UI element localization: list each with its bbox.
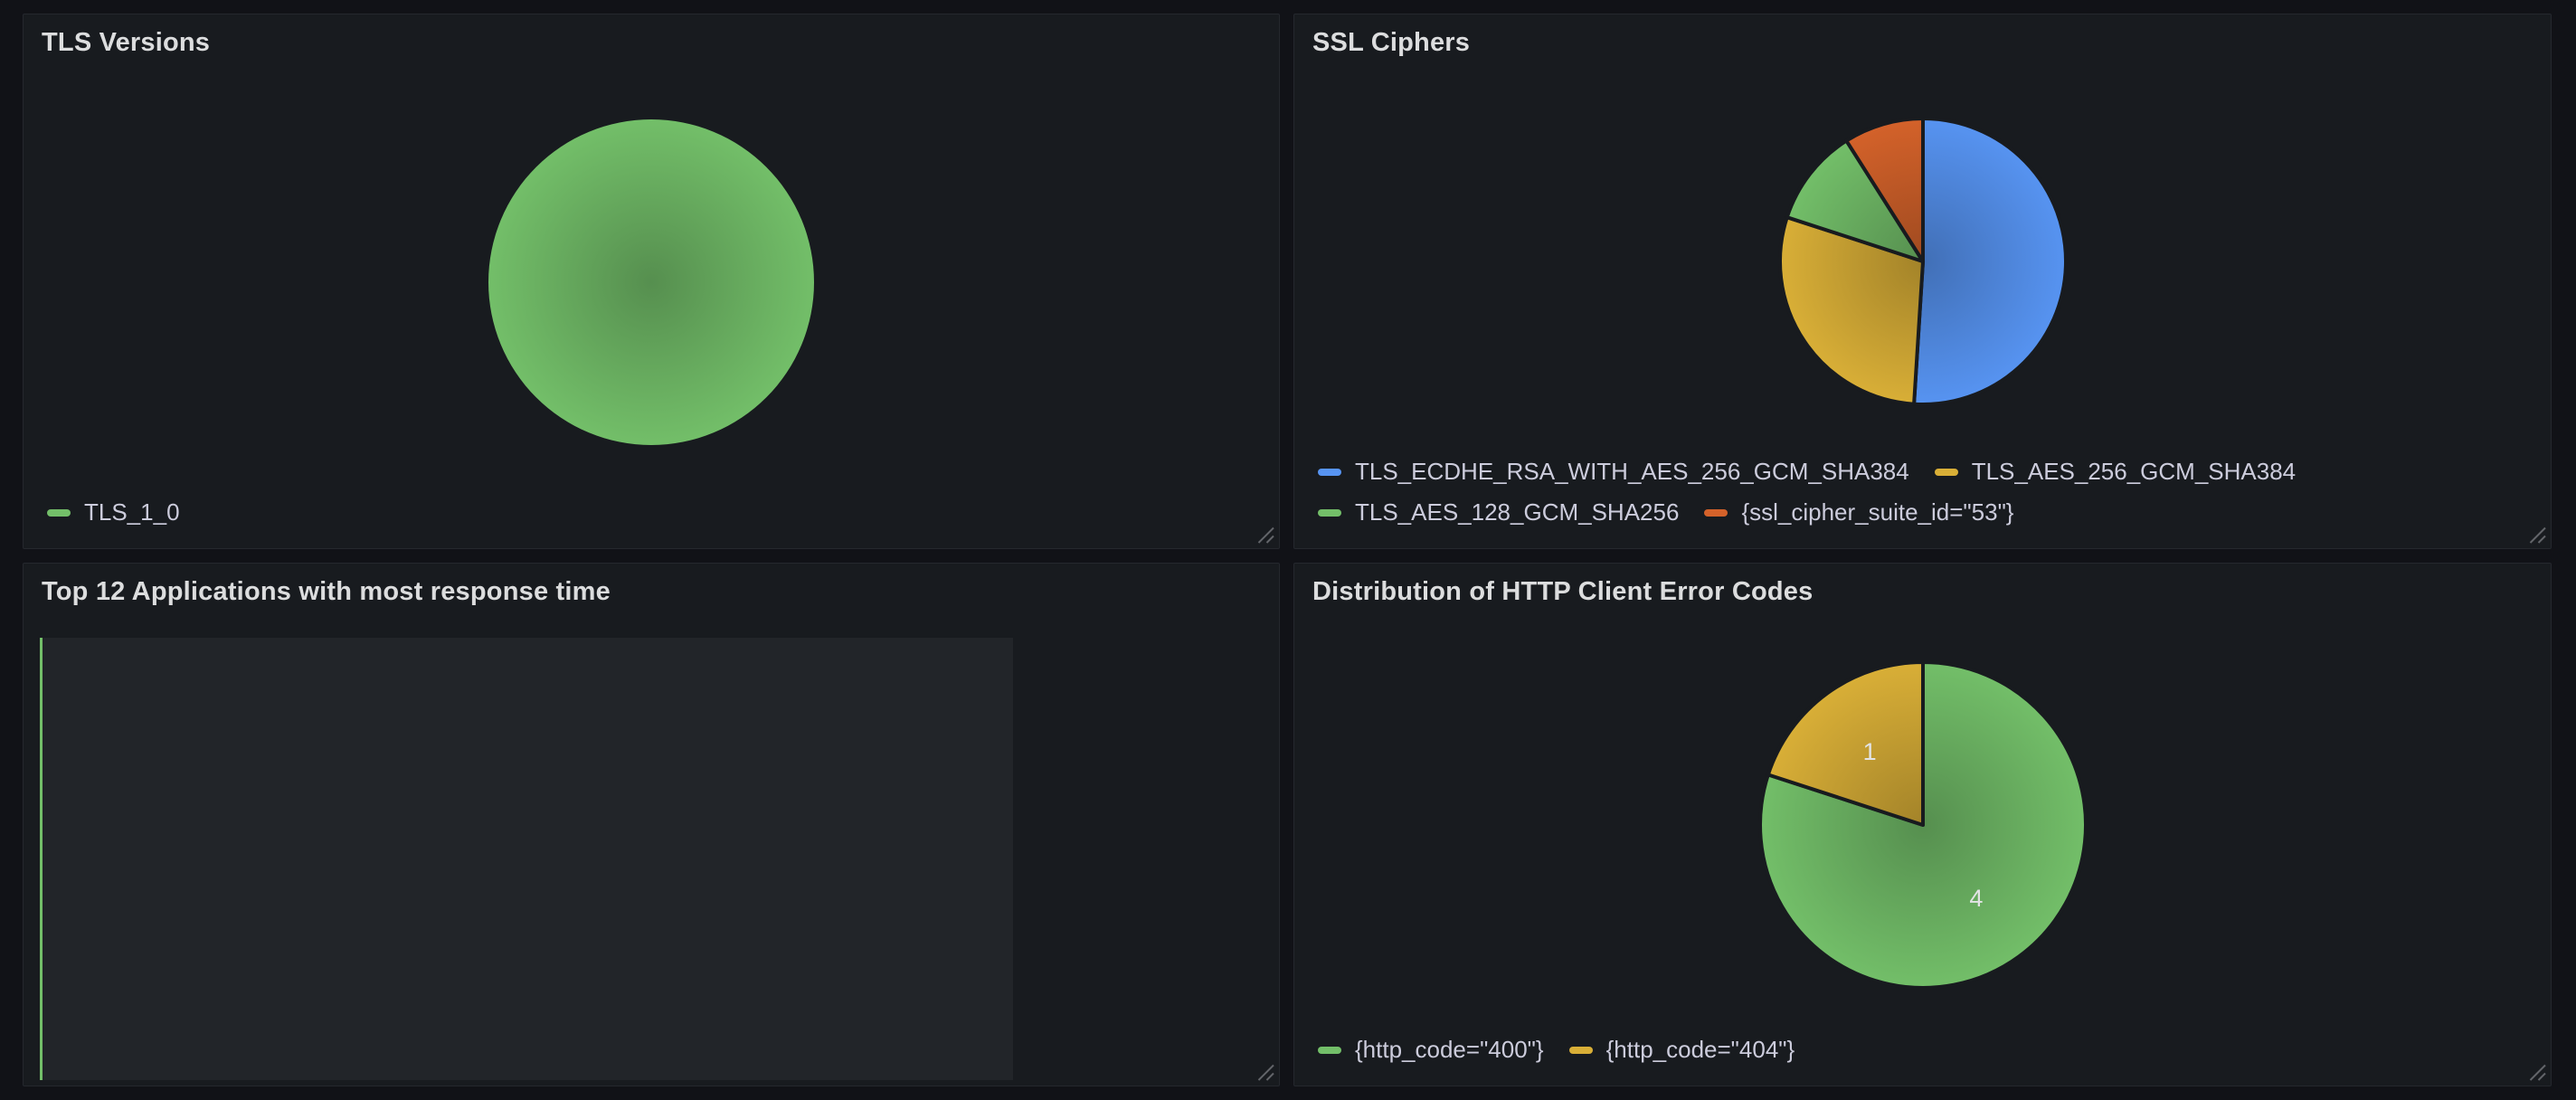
panel-resize-handle[interactable] bbox=[1255, 524, 1276, 545]
pie-slice[interactable] bbox=[1785, 138, 1925, 263]
pie-slice[interactable] bbox=[1911, 117, 2068, 406]
legend-series-label: TLS_AES_256_GCM_SHA384 bbox=[1971, 458, 2297, 485]
pie-slice[interactable] bbox=[488, 119, 814, 445]
legend-tls-versions: TLS_1_0 bbox=[24, 498, 1279, 548]
legend-item[interactable]: TLS_ECDHE_RSA_WITH_AES_256_GCM_SHA384 bbox=[1318, 458, 1909, 486]
pie-chart-area bbox=[24, 65, 1279, 498]
pie-chart-tls-versions bbox=[488, 119, 814, 445]
legend-item[interactable]: {ssl_cipher_suite_id="53"} bbox=[1704, 498, 2014, 526]
panel-header: SSL Ciphers bbox=[1294, 14, 2551, 65]
pie-slice[interactable] bbox=[1766, 660, 1925, 827]
panel-resize-handle[interactable] bbox=[1255, 1061, 1276, 1083]
legend-http-client-errors: {http_code="400"} {http_code="404"} bbox=[1294, 1036, 2551, 1086]
no-data-container: No data bbox=[40, 1080, 217, 1086]
panel-resize-handle[interactable] bbox=[2526, 524, 2548, 545]
pie-slice[interactable] bbox=[1777, 215, 1925, 406]
legend-row: TLS_1_0 bbox=[47, 498, 1261, 526]
no-data-message: No data bbox=[40, 1080, 217, 1086]
pie-chart-area bbox=[1294, 65, 2551, 458]
panel-header: Top 12 Applications with most response t… bbox=[24, 564, 1279, 614]
panel-header: Distribution of HTTP Client Error Codes bbox=[1294, 564, 2551, 614]
legend-series-label: {http_code="400"} bbox=[1355, 1036, 1544, 1063]
legend-series-label: {ssl_cipher_suite_id="53"} bbox=[1741, 498, 2014, 526]
panel-title-http-client-errors[interactable]: Distribution of HTTP Client Error Codes bbox=[1312, 576, 1814, 606]
legend-series-label: TLS_AES_128_GCM_SHA256 bbox=[1355, 498, 1680, 526]
legend-row: TLS_ECDHE_RSA_WITH_AES_256_GCM_SHA384 TLS… bbox=[1318, 458, 2533, 486]
panel-body: TLS_1_0 bbox=[24, 65, 1279, 548]
legend-series-label: TLS_1_0 bbox=[84, 498, 180, 526]
resize-grip-icon bbox=[2529, 1064, 2546, 1081]
resize-grip-icon bbox=[2529, 526, 2546, 544]
legend-row: {http_code="400"} {http_code="404"} bbox=[1318, 1036, 2533, 1064]
legend-series-swatch bbox=[1568, 1046, 1593, 1054]
panel-title-tls-versions[interactable]: TLS Versions bbox=[42, 27, 211, 57]
legend-series-label: {http_code="404"} bbox=[1605, 1036, 1795, 1063]
legend-series-swatch bbox=[1704, 508, 1728, 517]
legend-series-swatch bbox=[1318, 1046, 1341, 1054]
panel-header: TLS Versions bbox=[24, 14, 1279, 65]
panel-title-top-applications[interactable]: Top 12 Applications with most response t… bbox=[42, 576, 611, 606]
resize-grip-icon bbox=[1257, 1064, 1274, 1081]
panel-ssl-ciphers: SSL Ciphers TLS_ECDHE_RSA_WITH_AES_256_G… bbox=[1293, 14, 2552, 549]
panel-top-applications-response-time: Top 12 Applications with most response t… bbox=[23, 563, 1280, 1086]
legend-series-swatch bbox=[47, 508, 71, 517]
pie-slice[interactable] bbox=[1757, 660, 2088, 990]
pie-slice-value-label: 1 bbox=[1862, 738, 1876, 765]
legend-item[interactable]: TLS_1_0 bbox=[47, 498, 180, 526]
pie-chart-http-client-errors: 41 bbox=[1757, 660, 2088, 990]
legend-series-label: TLS_ECDHE_RSA_WITH_AES_256_GCM_SHA384 bbox=[1355, 458, 1909, 485]
panel-body: TLS_ECDHE_RSA_WITH_AES_256_GCM_SHA384 TLS… bbox=[1294, 65, 2551, 548]
legend-item[interactable]: {http_code="400"} bbox=[1318, 1036, 1544, 1064]
resize-grip-icon bbox=[1257, 526, 1274, 544]
legend-item[interactable]: TLS_AES_128_GCM_SHA256 bbox=[1318, 498, 1679, 526]
legend-ssl-ciphers: TLS_ECDHE_RSA_WITH_AES_256_GCM_SHA384 TLS… bbox=[1294, 458, 2551, 548]
panel-title-ssl-ciphers[interactable]: SSL Ciphers bbox=[1312, 27, 1471, 57]
panel-http-client-error-codes: Distribution of HTTP Client Error Codes … bbox=[1293, 563, 2552, 1086]
panel-tls-versions: TLS Versions TLS_1_0 bbox=[23, 14, 1280, 549]
panel-resize-handle[interactable] bbox=[2526, 1061, 2548, 1083]
pie-slice-value-label: 4 bbox=[1969, 885, 1983, 912]
legend-series-swatch bbox=[1318, 468, 1341, 476]
empty-plot-area bbox=[40, 638, 1013, 1080]
legend-item[interactable]: TLS_AES_256_GCM_SHA384 bbox=[1934, 458, 2297, 486]
legend-item[interactable]: {http_code="404"} bbox=[1568, 1036, 1795, 1064]
legend-row: TLS_AES_128_GCM_SHA256 {ssl_cipher_suite_… bbox=[1318, 498, 2533, 526]
legend-series-swatch bbox=[1318, 508, 1341, 517]
legend-series-swatch bbox=[1934, 468, 1958, 476]
panel-body: No data bbox=[24, 614, 1279, 1086]
pie-slice[interactable] bbox=[1843, 117, 1925, 263]
pie-chart-ssl-ciphers bbox=[1777, 117, 2068, 406]
